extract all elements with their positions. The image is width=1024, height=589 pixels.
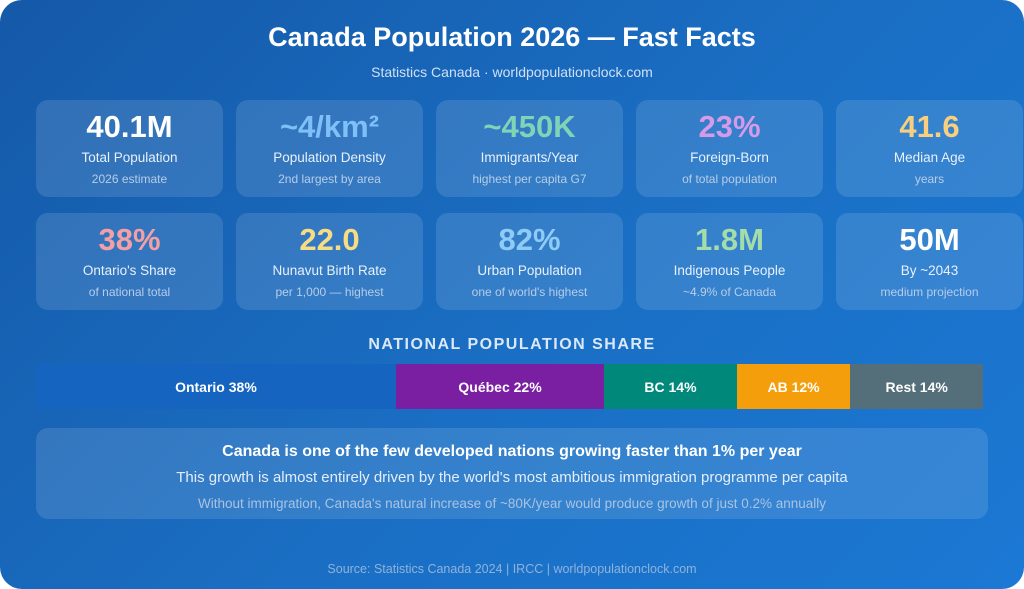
population-share-heading: NATIONAL POPULATION SHARE [368,336,656,353]
fact-label: Foreign-Born [690,150,769,165]
page-title: Canada Population 2026 — Fast Facts [268,22,756,52]
share-segment-ontario: Ontario 38% [36,364,396,409]
fact-card-indigenous-people: 1.8M Indigenous People ~4.9% of Canada [636,213,823,310]
fact-cards-grid: 40.1M Total Population 2026 estimate ~4/… [36,100,1023,310]
fact-subtext: ~4.9% of Canada [682,285,777,299]
fact-subtext: years [914,172,945,186]
fact-label: Ontario's Share [82,263,177,278]
note-body: This growth is almost entirely driven by… [176,469,848,486]
fact-subtext: per 1,000 — highest [275,285,384,299]
fact-value: 22.0 [299,222,360,257]
fact-subtext: of national total [88,285,171,299]
fact-label: By ~2043 [900,263,959,278]
fact-card-ontario-share: 38% Ontario's Share of national total [36,213,223,310]
fact-card-population-density: ~4/km² Population Density 2nd largest by… [236,100,423,197]
fact-label: Indigenous People [673,263,786,278]
share-segment-quebec: Québec 22% [395,364,605,409]
fact-label: Immigrants/Year [480,150,579,165]
fact-label: Nunavut Birth Rate [272,263,387,278]
fact-card-urban-population: 82% Urban Population one of world's high… [436,213,623,310]
fact-subtext: medium projection [880,285,979,299]
fact-card-foreign-born: 23% Foreign-Born of total population [636,100,823,197]
fact-subtext: highest per capita G7 [472,172,587,186]
fact-value: 82% [498,222,561,257]
fact-label: Population Density [273,150,386,165]
fact-label: Total Population [81,150,178,165]
population-share-bar: Ontario 38% Québec 22% BC 14% AB 12% Res… [36,364,983,409]
page-subtitle: Statistics Canada · worldpopulationclock… [371,64,653,80]
note-footnote: Without immigration, Canada's natural in… [197,496,827,511]
fact-card-median-age: 41.6 Median Age years [836,100,1023,197]
fact-value: 50M [899,222,960,257]
share-segment-ab: AB 12% [736,364,851,409]
fact-card-total-population: 40.1M Total Population 2026 estimate [36,100,223,197]
fact-card-projection-2043: 50M By ~2043 medium projection [836,213,1023,310]
share-segment-bc: BC 14% [604,364,737,409]
fact-label: Urban Population [477,263,582,278]
fact-value: 40.1M [86,109,173,144]
note-headline: Canada is one of the few developed natio… [222,443,802,460]
fact-subtext: 2026 estimate [91,172,168,186]
share-segment-rest: Rest 14% [850,364,983,409]
growth-note-panel: Canada is one of the few developed natio… [36,428,988,519]
fact-value: ~450K [483,109,576,144]
fact-value: 23% [698,109,761,144]
fact-subtext: of total population [682,172,777,186]
fact-value: 41.6 [899,109,960,144]
fact-subtext: one of world's highest [471,285,588,299]
fact-card-nunavut-birth-rate: 22.0 Nunavut Birth Rate per 1,000 — high… [236,213,423,310]
fact-label: Median Age [893,150,966,165]
fact-value: ~4/km² [279,109,380,144]
fact-value: 1.8M [695,222,764,257]
fact-value: 38% [98,222,161,257]
source-credit: Source: Statistics Canada 2024 | IRCC | … [327,562,697,576]
fact-card-immigrants-per-year: ~450K Immigrants/Year highest per capita… [436,100,623,197]
fact-subtext: 2nd largest by area [278,172,381,186]
